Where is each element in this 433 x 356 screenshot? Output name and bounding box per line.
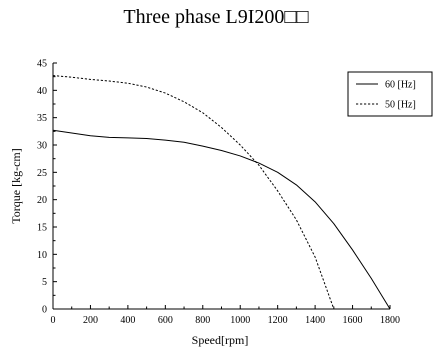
- y-tick-label: 40: [37, 86, 47, 97]
- y-tick-label: 20: [37, 195, 47, 206]
- x-tick-label: 1200: [268, 315, 288, 326]
- y-axis-ticks: 0 5 10 15 20 25 30 35 40 45: [37, 59, 57, 316]
- legend: 60 [Hz] 50 [Hz]: [347, 71, 433, 117]
- x-tick-label: 1800: [380, 315, 400, 326]
- y-tick-label: 45: [37, 59, 47, 70]
- plot-area: [52, 63, 390, 310]
- x-tick-label: 1400: [305, 315, 325, 326]
- x-tick-label: 400: [120, 315, 135, 326]
- legend-label-2: 50 [Hz]: [385, 100, 416, 111]
- x-tick-label: 200: [83, 315, 98, 326]
- x-tick-label: 0: [51, 315, 56, 326]
- series-line-1: [52, 129, 391, 310]
- y-tick-label: 10: [37, 250, 47, 261]
- x-tick-label: 1600: [343, 315, 363, 326]
- legend-label-1: 60 [Hz]: [385, 80, 416, 91]
- y-tick-label: 30: [37, 141, 47, 152]
- series-group: [52, 75, 391, 310]
- series-line-2: [52, 75, 335, 310]
- y-tick-label: 0: [42, 305, 47, 316]
- x-tick-label: 800: [195, 315, 210, 326]
- legend-box: [347, 71, 433, 117]
- y-axis-label: Torque [kg-cm]: [9, 148, 23, 223]
- x-axis-label: Speed[rpm]: [192, 333, 249, 347]
- x-tick-label: 600: [158, 315, 173, 326]
- y-tick-label: 15: [37, 223, 47, 234]
- x-axis-ticks: 0 200 400 600 800 1000 1200 1400 1600 1800: [51, 305, 400, 326]
- y-tick-label: 5: [42, 277, 47, 288]
- y-tick-label: 25: [37, 168, 47, 179]
- x-tick-label: 1000: [230, 315, 250, 326]
- chart-title: Three phase L9I200□□: [123, 6, 308, 28]
- y-tick-label: 35: [37, 113, 47, 124]
